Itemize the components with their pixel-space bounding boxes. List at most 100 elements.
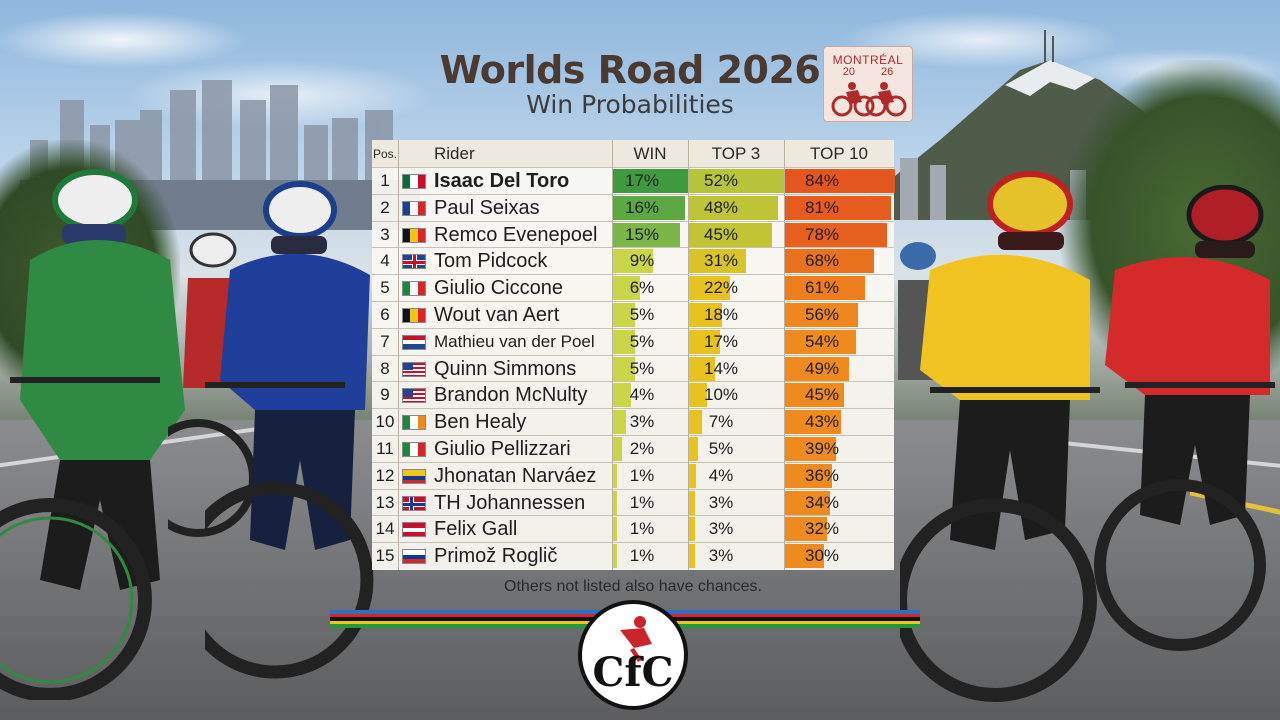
event-logo-year-left: 20 (842, 66, 855, 78)
win-value: 1% (629, 546, 655, 566)
column-header-win: WIN (633, 144, 667, 163)
row-position: 6 (380, 305, 390, 324)
row-position: 10 (375, 412, 395, 432)
win-bar (613, 249, 654, 274)
top3-value: 5% (708, 439, 734, 458)
rider-name: Isaac Del Toro (434, 170, 570, 192)
top10-value: 81% (804, 197, 840, 217)
top10-value: 49% (804, 358, 840, 378)
usa-flag-icon (402, 388, 426, 404)
rider-name: Ben Healy (434, 411, 527, 434)
top10-bar (785, 195, 892, 220)
top3-bar (689, 410, 702, 435)
win-value: 1% (629, 465, 655, 485)
top10-value: 68% (804, 251, 840, 271)
top3-bar (689, 276, 730, 301)
win-bar (613, 490, 618, 515)
top10-value: 54% (804, 331, 840, 351)
rider-name: Primož Roglič (434, 545, 558, 568)
top3-value: 3% (708, 519, 734, 539)
column-header-pos: Pos. (372, 147, 397, 161)
top10-value: 32% (804, 519, 840, 539)
top10-value: 45% (804, 385, 840, 405)
cfc-logo-text: CfC (593, 649, 674, 696)
table-row: 5 Giulio Ciccone 6% 22% 61% (372, 274, 894, 301)
win-bar (613, 276, 640, 301)
top10-value: 30% (804, 546, 840, 566)
row-position: 14 (375, 519, 395, 539)
table-row: 11 Giulio Pellizzari 2% 5% 39% (372, 435, 894, 462)
top10-value: 43% (804, 412, 840, 432)
page-title: Worlds Road 2026 (439, 48, 821, 92)
win-value: 1% (629, 519, 655, 539)
belgium-flag-icon (402, 227, 426, 243)
italy-flag-icon (402, 281, 426, 297)
mexico-flag-icon (402, 174, 426, 189)
cfc-logo: CfC (578, 600, 688, 710)
rider-name: Mathieu van der Poel (434, 331, 595, 351)
usa-flag-icon (402, 361, 426, 377)
top3-value: 52% (703, 171, 739, 190)
slovenia-flag-icon (402, 549, 426, 565)
event-logo-year: 20 26 (824, 66, 912, 78)
cyclists-logo-icon (831, 82, 907, 117)
top10-bar (785, 410, 842, 435)
win-value: 17% (624, 171, 660, 190)
win-bar (613, 169, 689, 193)
cyclist-blue (205, 181, 374, 679)
top3-value: 3% (708, 492, 734, 512)
cyclist-green (0, 169, 185, 700)
rider-name: Remco Evenepoel (434, 223, 598, 246)
top10-bar (785, 329, 856, 354)
top3-bar (689, 356, 715, 381)
top3-value: 31% (703, 251, 739, 271)
rider-name: Brandon McNulty (434, 384, 588, 407)
win-bar (613, 463, 618, 488)
win-bar (613, 437, 622, 461)
row-position: 7 (380, 331, 390, 351)
austria-flag-icon (402, 522, 426, 538)
cyclist-yellow (900, 171, 1100, 702)
france-flag-icon (402, 200, 426, 216)
win-bar (613, 410, 627, 435)
win-bar (613, 303, 636, 327)
top10-value: 78% (804, 224, 840, 244)
netherlands-flag-icon (402, 334, 426, 350)
table-row: 8 Quinn Simmons 5% 14% 49% (372, 354, 894, 382)
top10-bar (785, 517, 827, 542)
top3-bar (689, 463, 697, 488)
rider-name: Giulio Ciccone (434, 277, 563, 300)
win-value: 6% (629, 278, 655, 298)
top10-bar (785, 490, 830, 515)
table-row: 13 TH Johannessen 1% 3% 34% (372, 488, 894, 516)
win-bar (613, 222, 681, 247)
top3-bar (689, 169, 785, 193)
win-bar (613, 383, 631, 408)
top10-bar (785, 463, 833, 488)
top3-value: 3% (708, 546, 734, 566)
top3-value: 45% (703, 224, 739, 244)
italy-flag-icon (402, 442, 426, 457)
top10-bar (785, 383, 844, 408)
table-row: 1 Isaac Del Toro 17% 52% 84% (372, 167, 895, 194)
win-bar (613, 544, 618, 569)
win-value: 5% (629, 358, 655, 378)
win-bar (613, 517, 618, 542)
row-position: 12 (375, 465, 395, 485)
row-position: 2 (380, 197, 390, 217)
rider-name: Quinn Simmons (434, 357, 577, 380)
win-value: 3% (629, 412, 655, 432)
uk-flag-icon (402, 254, 426, 270)
row-position: 9 (380, 385, 390, 405)
win-value: 15% (624, 224, 660, 244)
top10-value: 34% (804, 492, 840, 512)
top10-value: 61% (804, 278, 840, 298)
top10-value: 84% (804, 171, 840, 190)
table-header: Pos. Rider WIN TOP 3 TOP 10 (372, 140, 894, 167)
top3-value: 14% (703, 358, 739, 378)
table-row: 10 Ben Healy 3% 7% 43% (372, 408, 894, 435)
row-position: 13 (375, 492, 395, 512)
table-row: 4 Tom Pidcock 9% 31% 68% (372, 247, 894, 274)
column-header-rider: Rider (434, 144, 475, 163)
win-value: 16% (624, 197, 660, 217)
